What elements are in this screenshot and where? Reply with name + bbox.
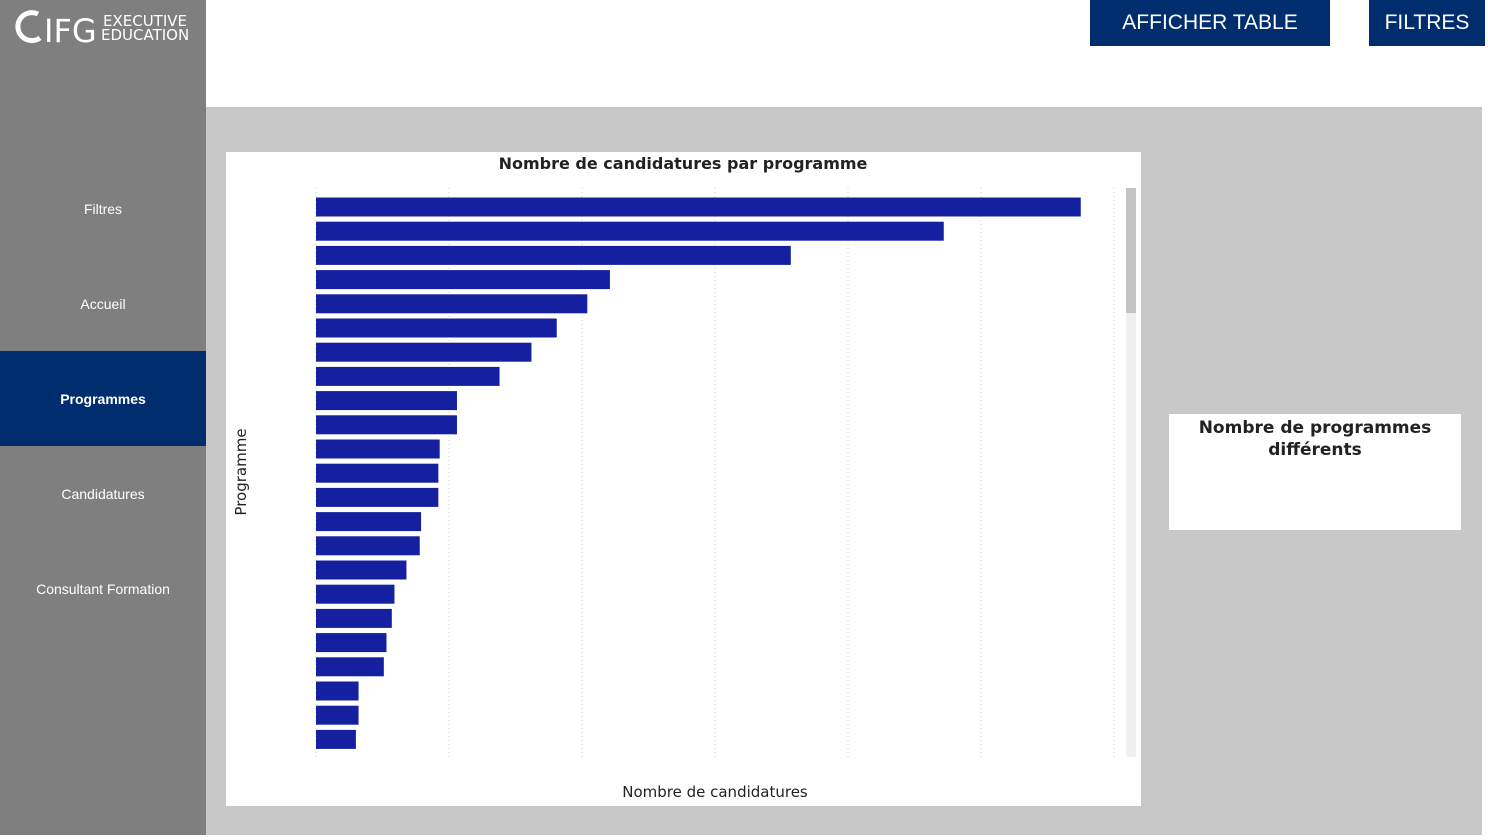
bar [316, 657, 384, 677]
scroll-thumb[interactable] [1126, 188, 1136, 313]
logo-line1: EXECUTIVE [103, 12, 187, 30]
bar [316, 584, 395, 604]
bar [316, 415, 457, 435]
nav-item[interactable]: Programmes [0, 351, 206, 446]
kpi-title: différents [1268, 440, 1362, 460]
bar [316, 197, 1081, 217]
bar [316, 463, 439, 483]
logo-line2: EDUCATION [101, 26, 189, 44]
chart-title: Nombre de candidatures par programme [499, 154, 868, 173]
logo-brand: IFG [44, 12, 97, 50]
y-axis-title: Programme [232, 428, 250, 515]
bar [316, 342, 532, 362]
bar [316, 512, 422, 532]
sidebar: IFG EXECUTIVE EDUCATION Filtres Accueil Pr… [0, 0, 206, 835]
nav-item[interactable]: Candidatures [61, 485, 145, 502]
bar [316, 608, 392, 628]
kpi-card [1169, 414, 1461, 530]
x-axis-title: Nombre de candidatures [622, 783, 808, 801]
logo-swoosh [15, 10, 42, 44]
bar [316, 560, 407, 580]
bar [316, 633, 387, 653]
bar [316, 270, 610, 290]
button[interactable]: AFFICHER TABLE [1090, 0, 1330, 46]
nav-item[interactable]: Accueil [80, 295, 126, 312]
bar [316, 536, 420, 556]
kpi-title: Nombre de programmes [1199, 418, 1432, 438]
nav-item[interactable]: Consultant Formation [36, 580, 170, 597]
bar [316, 487, 439, 507]
bar [316, 294, 588, 314]
bar [316, 439, 440, 459]
scrollbar[interactable] [1126, 188, 1136, 757]
bar [316, 681, 359, 701]
bar [316, 221, 944, 241]
logo: IFG EXECUTIVE EDUCATION [15, 10, 189, 50]
button[interactable]: FILTRES [1369, 0, 1485, 46]
bar [316, 705, 359, 725]
nav-item[interactable]: Filtres [83, 200, 123, 217]
bar [316, 391, 457, 411]
bar [316, 245, 791, 265]
bar [316, 366, 500, 386]
bar [316, 318, 557, 338]
bar [316, 729, 356, 749]
